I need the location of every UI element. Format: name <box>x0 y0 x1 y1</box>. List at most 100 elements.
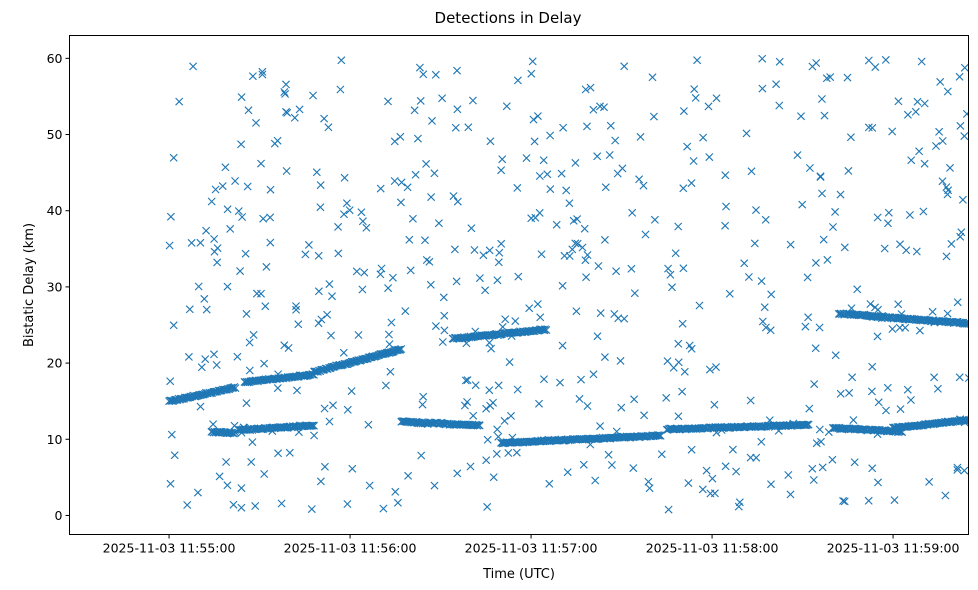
detection-marker <box>580 224 589 233</box>
detection-marker <box>486 137 495 146</box>
detection-marker <box>614 314 623 323</box>
detection-marker <box>527 69 536 78</box>
detection-marker <box>801 322 810 331</box>
detection-marker <box>376 184 385 193</box>
detection-marker <box>606 121 615 130</box>
detection-marker <box>930 373 939 382</box>
detection-marker <box>645 484 654 493</box>
detection-marker <box>505 358 514 367</box>
detection-marker <box>604 450 613 459</box>
detection-marker <box>401 307 410 316</box>
detection-marker <box>943 309 952 318</box>
detection-marker <box>440 326 449 335</box>
detection-marker <box>903 385 912 394</box>
detection-marker <box>817 95 826 103</box>
detection-marker <box>502 102 511 111</box>
detection-marker <box>323 310 332 319</box>
detection-marker <box>616 356 625 365</box>
detection-marker <box>201 355 210 364</box>
detection-marker <box>920 159 929 168</box>
detection-marker <box>880 426 889 435</box>
detection-marker <box>953 465 962 474</box>
detection-marker <box>494 258 503 267</box>
detection-marker <box>956 232 965 241</box>
detection-marker <box>498 155 507 164</box>
detection-marker <box>243 182 252 191</box>
detection-marker <box>693 56 702 65</box>
detection-marker <box>586 440 595 449</box>
detection-marker <box>571 239 580 248</box>
detection-marker <box>894 97 903 106</box>
detection-marker <box>260 359 269 368</box>
detection-marker <box>316 203 325 212</box>
detection-marker <box>831 207 840 216</box>
detection-marker <box>316 477 325 486</box>
detection-marker <box>664 505 673 514</box>
detection-marker <box>249 330 258 339</box>
detection-marker <box>513 385 522 394</box>
detection-marker <box>221 163 230 172</box>
detection-marker <box>758 84 767 93</box>
detection-marker <box>268 427 277 436</box>
detection-marker <box>881 55 890 64</box>
detection-marker <box>529 115 538 124</box>
detection-marker <box>799 421 808 430</box>
detection-marker <box>960 418 969 427</box>
detection-marker <box>884 208 893 217</box>
detection-marker <box>397 178 406 187</box>
detection-marker <box>481 286 490 295</box>
detection-marker <box>786 240 795 249</box>
detection-marker <box>507 332 516 340</box>
detection-marker <box>546 131 555 140</box>
detection-marker <box>427 193 436 202</box>
detection-marker <box>868 123 877 132</box>
detection-marker <box>451 123 460 132</box>
detection-marker <box>845 388 854 397</box>
detection-marker <box>395 345 404 354</box>
detection-marker <box>911 107 920 116</box>
detection-marker <box>775 101 784 110</box>
detection-marker <box>866 300 875 308</box>
detection-marker <box>728 445 737 454</box>
detection-marker <box>426 280 435 289</box>
detection-marker <box>640 411 649 420</box>
detection-marker <box>285 448 294 457</box>
detection-marker <box>556 378 564 387</box>
detection-marker <box>656 431 665 440</box>
detection-marker <box>874 398 883 407</box>
detection-marker <box>257 289 265 298</box>
detection-marker <box>591 476 600 485</box>
detection-marker <box>943 190 952 199</box>
detection-marker <box>292 302 300 311</box>
detection-marker <box>705 365 714 374</box>
detection-marker <box>166 212 175 221</box>
detection-marker <box>522 154 531 163</box>
y-axis-label: Bistatic Delay (km) <box>22 223 37 347</box>
detection-marker <box>906 396 915 404</box>
detection-marker <box>668 283 676 292</box>
detection-marker <box>294 320 303 329</box>
detection-marker <box>453 197 462 206</box>
detection-marker <box>497 166 506 175</box>
detection-marker <box>896 240 904 249</box>
detection-marker <box>475 274 484 283</box>
detection-marker <box>196 238 205 247</box>
detection-marker <box>494 381 503 390</box>
detection-marker <box>327 331 335 340</box>
detection-marker <box>666 270 675 279</box>
detection-marker <box>194 282 203 291</box>
detection-marker <box>213 258 222 267</box>
detection-marker <box>237 503 246 512</box>
detection-marker <box>933 384 942 393</box>
detection-marker <box>320 114 329 123</box>
detection-marker <box>822 74 831 83</box>
detection-marker <box>812 439 821 448</box>
detection-marker <box>789 419 798 428</box>
detection-marker <box>394 345 403 354</box>
detection-marker <box>210 350 218 359</box>
detection-marker <box>586 83 595 92</box>
detection-marker <box>221 428 230 437</box>
detection-marker <box>920 99 929 108</box>
detection-marker <box>310 431 319 440</box>
detection-marker <box>533 300 542 309</box>
